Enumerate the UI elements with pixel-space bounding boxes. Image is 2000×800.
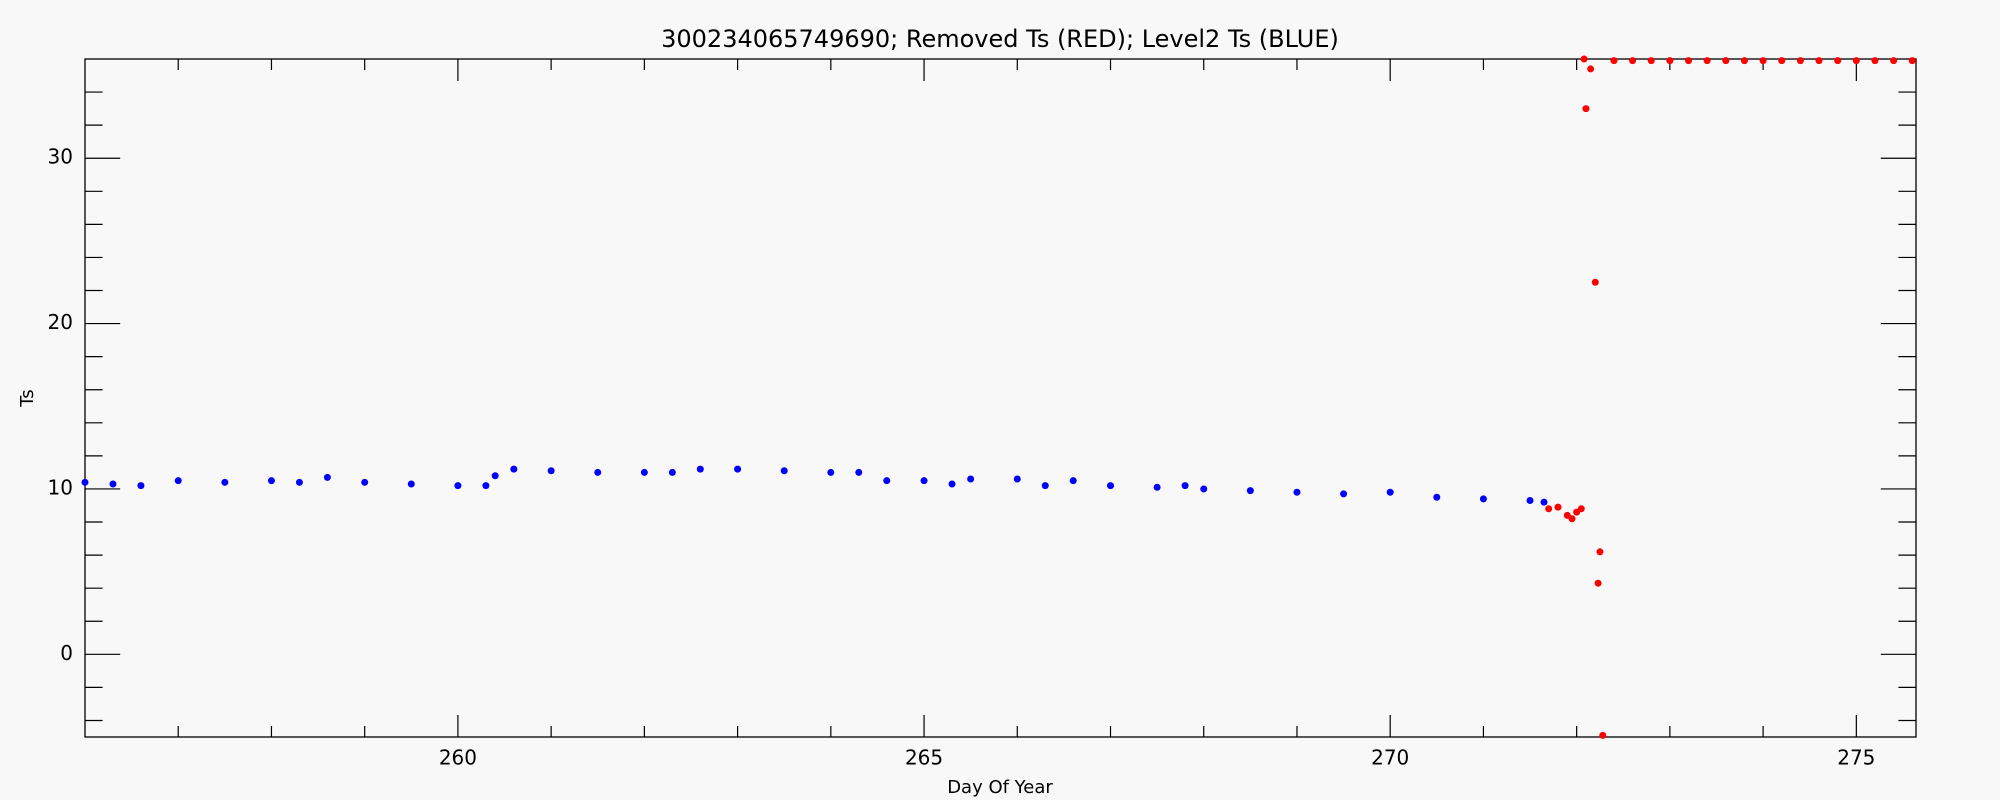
chart-title: 300234065749690; Removed Ts (RED); Level…: [661, 25, 1339, 53]
data-point: [407, 480, 415, 488]
data-point: [1834, 57, 1842, 65]
data-point: [1580, 55, 1588, 63]
data-point: [1796, 57, 1804, 65]
data-point: [1200, 485, 1208, 493]
data-point: [1433, 493, 1441, 501]
data-point: [491, 472, 499, 480]
data-point: [221, 478, 229, 486]
data-point: [1871, 57, 1879, 65]
data-point: [1340, 490, 1348, 498]
data-point: [883, 477, 891, 485]
data-point: [1685, 57, 1693, 65]
data-point: [1647, 57, 1655, 65]
data-point: [1568, 515, 1576, 523]
data-point: [1246, 487, 1254, 495]
data-point: [827, 468, 835, 476]
x-axis-label: Day Of Year: [947, 777, 1053, 798]
data-point: [1013, 475, 1021, 483]
data-point: [696, 465, 704, 473]
data-point: [855, 468, 863, 476]
data-point: [482, 482, 490, 490]
data-point: [547, 467, 555, 475]
y-tick-label: 30: [48, 145, 73, 169]
data-point: [1526, 497, 1534, 505]
data-point: [1610, 57, 1618, 65]
data-point: [1722, 57, 1730, 65]
data-point: [1181, 482, 1189, 490]
data-point: [1577, 505, 1585, 513]
data-point: [948, 480, 956, 488]
data-point: [1545, 505, 1553, 513]
data-point: [510, 465, 518, 473]
data-point: [780, 467, 788, 475]
x-tick-label: 270: [1371, 746, 1409, 770]
data-point: [454, 482, 462, 490]
y-tick-label: 20: [48, 310, 73, 334]
data-point: [1599, 731, 1607, 739]
data-point: [734, 465, 742, 473]
data-point: [640, 468, 648, 476]
data-point: [267, 477, 275, 485]
data-point: [1815, 57, 1823, 65]
data-point: [1666, 57, 1674, 65]
data-point: [1069, 477, 1077, 485]
data-point: [1554, 503, 1562, 511]
data-point: [1587, 65, 1595, 73]
plot-frame: [84, 58, 1917, 738]
data-point: [1153, 483, 1161, 491]
data-point: [137, 482, 145, 490]
data-point: [1908, 57, 1916, 65]
x-tick-label: 260: [439, 746, 477, 770]
data-point: [1778, 57, 1786, 65]
data-point: [1582, 105, 1590, 113]
data-point: [594, 468, 602, 476]
data-point: [1759, 57, 1767, 65]
data-point: [1596, 548, 1604, 556]
data-point: [1740, 57, 1748, 65]
y-tick-label: 10: [48, 475, 73, 499]
data-point: [1107, 482, 1115, 490]
x-tick-label: 265: [905, 746, 943, 770]
y-tick-label: 0: [60, 641, 73, 665]
data-point: [174, 477, 182, 485]
data-point: [81, 478, 89, 486]
data-point: [295, 478, 303, 486]
data-point: [1703, 57, 1711, 65]
data-point: [1386, 488, 1394, 496]
data-point: [361, 478, 369, 486]
data-point: [323, 473, 331, 481]
data-point: [1540, 498, 1548, 506]
data-point: [1591, 278, 1599, 286]
data-point: [1479, 495, 1487, 503]
data-point: [1629, 57, 1637, 65]
data-point: [1852, 57, 1860, 65]
x-tick-label: 275: [1837, 746, 1875, 770]
data-point: [1594, 579, 1602, 587]
data-point: [109, 480, 117, 488]
data-point: [1890, 57, 1898, 65]
data-point: [1041, 482, 1049, 490]
y-axis-label: Ts: [17, 389, 38, 407]
data-point: [1293, 488, 1301, 496]
data-point: [920, 477, 928, 485]
data-point: [967, 475, 975, 483]
data-point: [668, 468, 676, 476]
